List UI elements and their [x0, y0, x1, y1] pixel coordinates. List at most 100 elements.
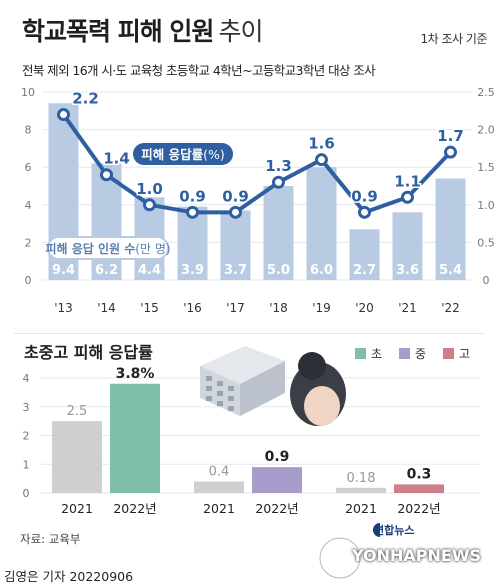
rate-point	[143, 198, 156, 212]
school-bar-value-label: 0.18	[347, 471, 376, 486]
school-bar	[252, 467, 302, 493]
school-x-label: 2021	[345, 501, 377, 516]
rate-value-label: 1.7	[437, 127, 464, 145]
rate-value-label: 1.1	[394, 172, 421, 190]
school-bar	[336, 487, 386, 493]
rate-point	[100, 168, 113, 182]
school-bar-value-label: 2.5	[67, 404, 88, 419]
y-tick-label: 2	[23, 430, 30, 443]
school-x-label: 2022년	[255, 501, 298, 516]
bar-victims	[177, 206, 208, 280]
x-tick-label: '13	[54, 301, 73, 315]
school-bar-value-label: 0.9	[265, 449, 290, 465]
x-tick-label: '15	[140, 301, 159, 315]
bar-value-label: 6.2	[95, 263, 118, 278]
survey-basis-note: 1차 조사 기준	[420, 32, 488, 46]
bar-value-label: 2.7	[353, 263, 376, 278]
school-bar-value-label: 0.4	[209, 465, 230, 480]
bar-value-label: 9.4	[52, 263, 75, 278]
x-tick-label: '19	[312, 301, 331, 315]
rate-point	[401, 190, 414, 204]
rate-value-label: 1.6	[308, 135, 335, 153]
bar-value-label: 3.6	[396, 263, 419, 278]
logo-english: YONHAPNEWS	[352, 546, 481, 565]
y-tick-label: 3	[23, 401, 30, 414]
y-tick-label: 4	[23, 372, 30, 385]
rate-point	[186, 205, 199, 219]
left-tick-label: 8	[25, 124, 32, 137]
rate-point	[315, 153, 328, 167]
rate-line	[61, 113, 452, 215]
rate-value-label: 0.9	[351, 187, 378, 205]
left-tick-label: 4	[25, 199, 32, 212]
x-tick-label: '14	[97, 301, 116, 315]
school-level-chart: 초중고 피해 응답률 0 1 2 3 4 초 중 고 2.5 2021 3.8% 2022년 0.4 202…	[23, 343, 480, 516]
bar-victims	[220, 210, 251, 280]
rate-value-label: 1.4	[103, 150, 130, 168]
right-tick-label: 1.5	[477, 161, 495, 174]
x-tick-label: '21	[398, 301, 417, 315]
x-tick-label: '22	[441, 301, 460, 315]
right-tick-label: 0	[483, 274, 490, 287]
bar-victims	[349, 229, 380, 280]
school-x-label: 2022년	[113, 501, 156, 516]
x-tick-label: '17	[226, 301, 245, 315]
legend-swatch	[443, 348, 454, 359]
right-tick-label: 0.5	[477, 236, 495, 249]
legend-swatch	[355, 348, 366, 359]
rate-point	[57, 108, 70, 122]
left-tick-label: 6	[25, 161, 32, 174]
right-tick-label: 2.0	[477, 124, 495, 137]
legend-label: 초	[371, 347, 382, 361]
byline: 김영은 기자 20220906	[4, 569, 134, 584]
line-series-tag	[133, 143, 233, 165]
bar-value-label: 3.7	[224, 263, 247, 278]
section-title: 초중고 피해 응답률	[24, 343, 153, 362]
bar-victims	[435, 178, 466, 280]
bar-series-label: 피해 응답 인원 수(만 명)	[45, 241, 170, 256]
legend-label: 중	[415, 347, 426, 361]
x-tick-label: '18	[269, 301, 288, 315]
x-tick-label: '20	[355, 301, 374, 315]
right-tick-label: 2.5	[477, 86, 495, 99]
bar-victims	[263, 186, 294, 280]
left-tick-label: 0	[25, 274, 32, 287]
school-bar	[394, 484, 444, 493]
bar-series-tag	[47, 236, 169, 260]
bar-victims	[392, 212, 423, 280]
school-bar-value-label: 0.3	[407, 466, 432, 482]
bar-value-label: 6.0	[310, 263, 333, 278]
left-tick-label: 10	[21, 86, 35, 99]
chart-subtitle: 전북 제외 16개 시·도 교육청 초등학교 4학년~고등학교3학년 대상 조사	[22, 63, 376, 78]
source-note: 자료: 교육부	[20, 532, 81, 546]
school-bar	[52, 421, 102, 493]
chart-title: 학교폭력 피해 인원 추이	[22, 12, 264, 48]
school-x-label: 2022년	[397, 501, 440, 516]
legend-label: 고	[459, 347, 470, 361]
rate-point	[444, 145, 457, 159]
title-strong: 학교폭력 피해 인원	[22, 17, 214, 46]
yonhap-logo-icon	[317, 523, 380, 580]
rate-value-label: 1.0	[136, 180, 163, 198]
school-bar-value-label: 3.8%	[116, 366, 155, 382]
rate-value-label: 0.9	[179, 187, 206, 205]
rate-value-label: 0.9	[222, 187, 249, 205]
logo-korean: 연합뉴스	[374, 524, 415, 537]
rate-point	[229, 205, 242, 219]
left-tick-label: 2	[25, 236, 32, 249]
bar-value-label: 5.0	[267, 263, 290, 278]
rate-value-label: 2.2	[72, 90, 99, 108]
bar-value-label: 5.4	[439, 263, 462, 278]
rate-point	[272, 175, 285, 189]
bar-victims	[306, 167, 337, 280]
line-series-label: 피해 응답률(%)	[141, 147, 225, 162]
y-tick-label: 0	[23, 487, 30, 500]
school-bar	[194, 481, 244, 493]
rate-value-label: 1.3	[265, 157, 292, 175]
school-illustration-icon	[200, 346, 346, 426]
bar-value-label: 4.4	[138, 263, 161, 278]
bar-value-label: 3.9	[181, 263, 204, 278]
right-tick-label: 1.0	[477, 199, 495, 212]
rate-point	[358, 205, 371, 219]
x-tick-label: '16	[183, 301, 202, 315]
